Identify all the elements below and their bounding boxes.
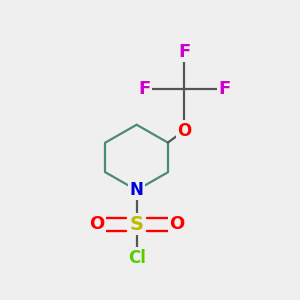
Text: O: O	[169, 215, 184, 233]
Text: N: N	[130, 181, 144, 199]
Text: F: F	[218, 80, 230, 98]
Text: Cl: Cl	[128, 249, 146, 267]
Text: F: F	[138, 80, 150, 98]
Text: O: O	[89, 215, 104, 233]
Text: F: F	[178, 43, 190, 61]
Text: O: O	[177, 122, 191, 140]
Text: S: S	[130, 215, 144, 234]
